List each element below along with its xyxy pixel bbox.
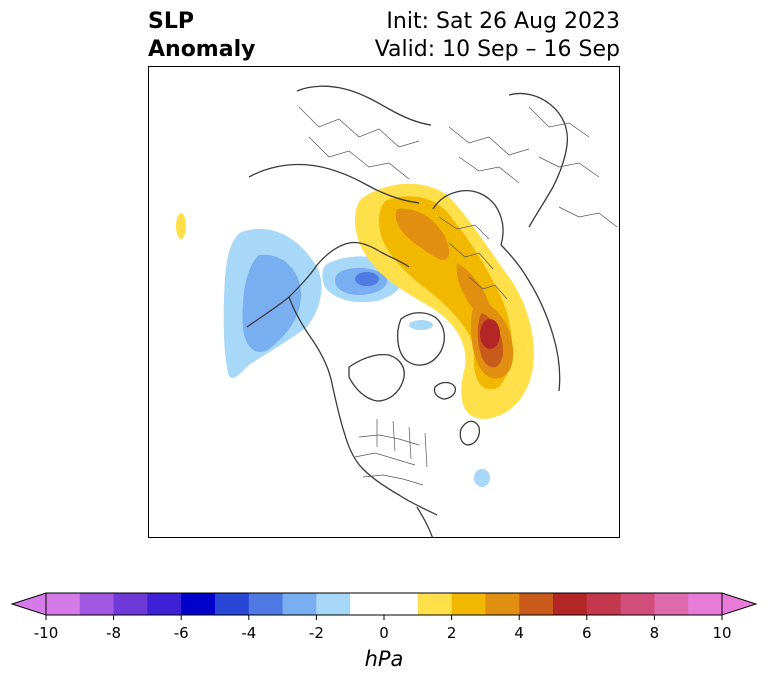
colorbar-tick-label: 0 [379, 624, 389, 642]
positive-anomaly-siberia [355, 183, 534, 419]
colorbar-segment [248, 593, 284, 615]
colorbar [10, 592, 758, 620]
colorbar-units: hPa [364, 647, 404, 671]
colorbar-tick-label: -2 [308, 624, 324, 642]
colorbar-segment [147, 593, 182, 615]
colorbar-segment [688, 593, 723, 615]
colorbar-segment [350, 593, 385, 615]
colorbar-segment [384, 593, 419, 615]
title-variable: SLP [148, 9, 194, 34]
colorbar-tick-label: -6 [173, 624, 189, 642]
map-svg [176, 85, 618, 537]
valid-range: Valid: 10 Sep – 16 Sep [374, 37, 620, 62]
negative-anomaly-greenland-small [409, 320, 433, 330]
colorbar-tick-label: -10 [33, 624, 59, 642]
colorbar-segment [553, 593, 588, 615]
negative-anomaly-bering-alaska [223, 228, 322, 379]
positive-anomaly-west-small [176, 213, 186, 239]
anomaly-shading [176, 183, 534, 487]
colorbar-segment [79, 593, 115, 615]
colorbar-segment [417, 593, 453, 615]
negative-anomaly-atlantic-small [474, 469, 490, 487]
colorbar-tick-label: 8 [649, 624, 660, 642]
title-subtitle: Anomaly [148, 37, 256, 62]
colorbar-tick-label: 2 [446, 624, 457, 642]
colorbar-extend-high [721, 592, 758, 616]
colorbar-tick-label: -8 [106, 624, 122, 642]
title-right: Init: Sat 26 Aug 2023 Valid: 10 Sep – 16… [375, 8, 620, 64]
map-panel [148, 66, 620, 538]
colorbar-segment [46, 593, 81, 615]
colorbar-segment [519, 593, 554, 615]
colorbar-segment [485, 593, 520, 615]
colorbar-tick-label: 6 [582, 624, 592, 642]
colorbar-segment [316, 593, 351, 615]
colorbar-segment [654, 593, 689, 615]
colorbar-segment [451, 593, 486, 615]
colorbar-segment [620, 593, 655, 615]
political-borders [298, 106, 618, 486]
coastlines [246, 85, 569, 537]
colorbar-segment [215, 593, 250, 615]
colorbar-tick-label: 4 [514, 624, 524, 642]
colorbar-tick-label: 10 [712, 624, 732, 642]
init-date: Init: Sat 26 Aug 2023 [386, 9, 620, 34]
title-left: SLP Anomaly [148, 8, 255, 64]
colorbar-segment [113, 593, 148, 615]
colorbar-segment [181, 593, 216, 615]
colorbar-segment [282, 593, 317, 615]
colorbar-extend-low [10, 592, 47, 616]
colorbar-segment [586, 593, 622, 615]
colorbar-tick-label: -4 [241, 624, 257, 642]
positive-anomaly-north-atlantic [471, 299, 514, 379]
